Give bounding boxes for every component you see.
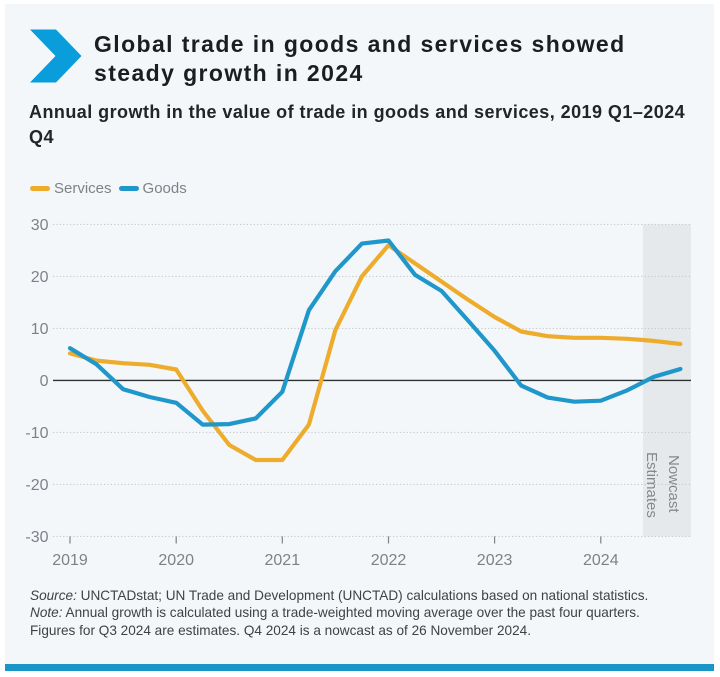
svg-text:2022: 2022 — [371, 552, 407, 569]
svg-text:0: 0 — [40, 373, 49, 390]
svg-text:30: 30 — [31, 217, 49, 234]
svg-text:Nowcast: Nowcast — [665, 455, 682, 513]
svg-text:2024: 2024 — [583, 552, 619, 569]
svg-text:2020: 2020 — [158, 552, 194, 569]
svg-text:-30: -30 — [25, 529, 48, 546]
svg-text:2019: 2019 — [52, 552, 88, 569]
svg-text:2021: 2021 — [265, 552, 301, 569]
svg-text:10: 10 — [31, 321, 49, 338]
svg-text:-10: -10 — [25, 425, 48, 442]
svg-text:20: 20 — [31, 269, 49, 286]
svg-text:Estimates: Estimates — [643, 452, 660, 518]
svg-text:-20: -20 — [25, 477, 48, 494]
svg-text:2023: 2023 — [477, 552, 513, 569]
